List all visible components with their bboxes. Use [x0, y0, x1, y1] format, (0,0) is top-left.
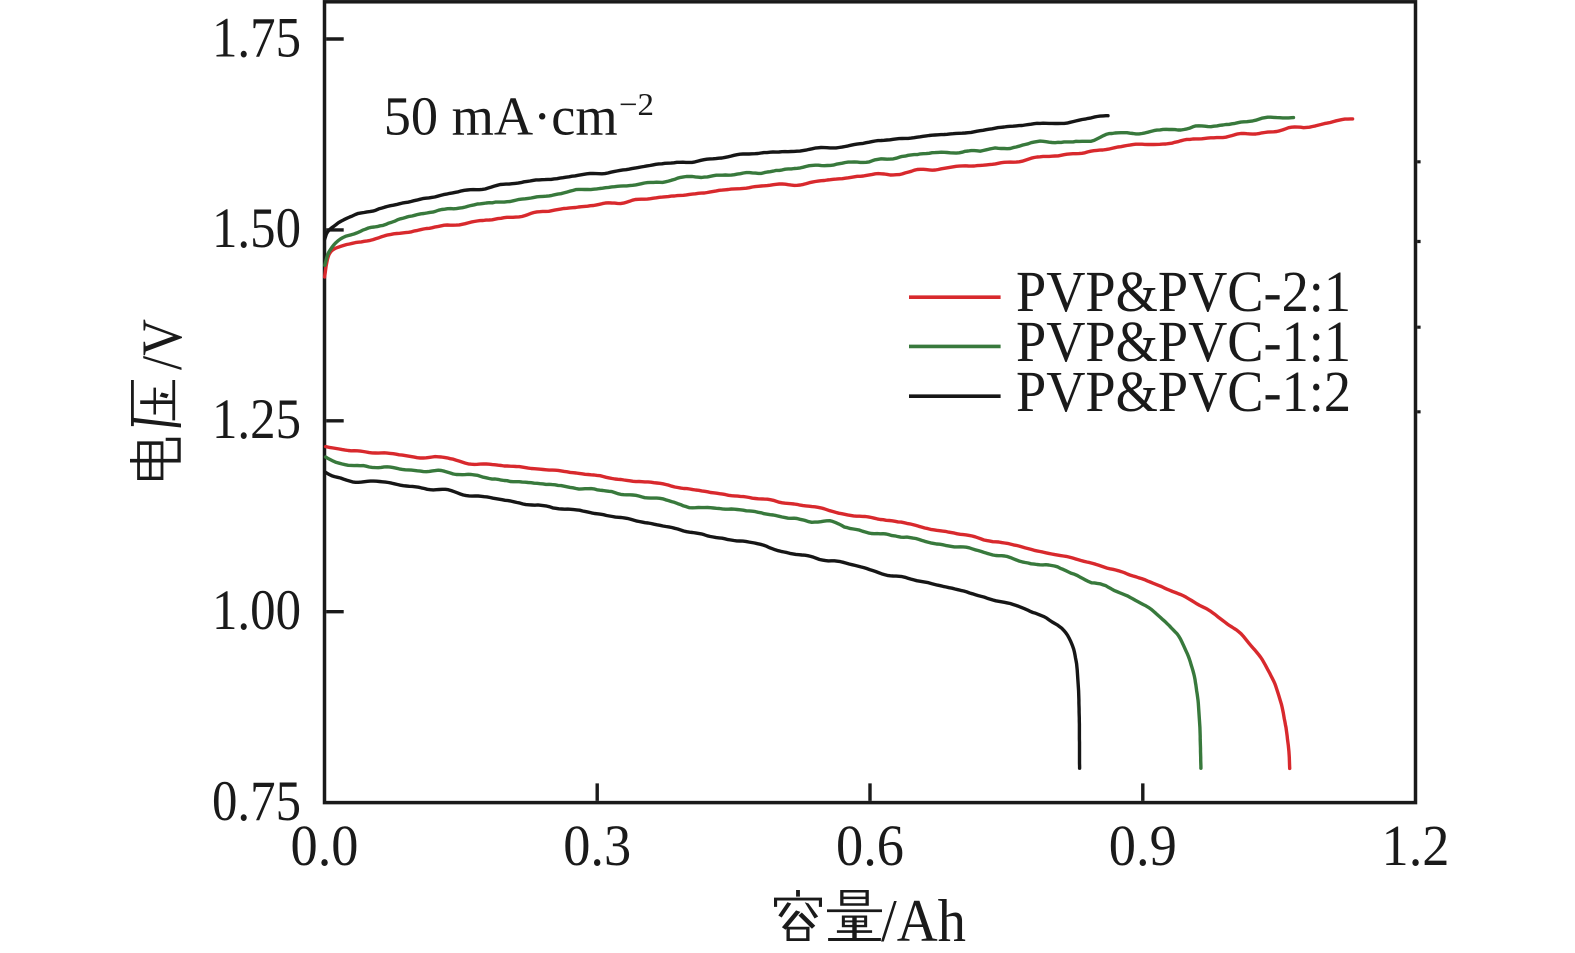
- svg-text:PVP&PVC-1:2: PVP&PVC-1:2: [1016, 359, 1351, 424]
- svg-text:0.3: 0.3: [563, 813, 631, 878]
- svg-text:−2: −2: [619, 86, 654, 122]
- svg-text:50 mA·cm: 50 mA·cm: [384, 86, 618, 147]
- svg-text:PVP&PVC-1:1: PVP&PVC-1:1: [1016, 309, 1351, 374]
- svg-text:0.75: 0.75: [212, 770, 301, 833]
- svg-text:1.00: 1.00: [212, 579, 301, 642]
- svg-text:1.75: 1.75: [212, 6, 301, 69]
- svg-text:0.6: 0.6: [836, 813, 904, 878]
- svg-text:/V: /V: [131, 319, 194, 370]
- svg-text:1.50: 1.50: [212, 197, 301, 260]
- svg-text:1.25: 1.25: [212, 388, 301, 451]
- svg-text:/Ah: /Ah: [881, 888, 966, 953]
- svg-text:PVP&PVC-2:1: PVP&PVC-2:1: [1016, 259, 1351, 324]
- svg-text:0.9: 0.9: [1109, 813, 1177, 878]
- svg-text:1.2: 1.2: [1382, 813, 1450, 878]
- svg-text:0.0: 0.0: [291, 813, 359, 878]
